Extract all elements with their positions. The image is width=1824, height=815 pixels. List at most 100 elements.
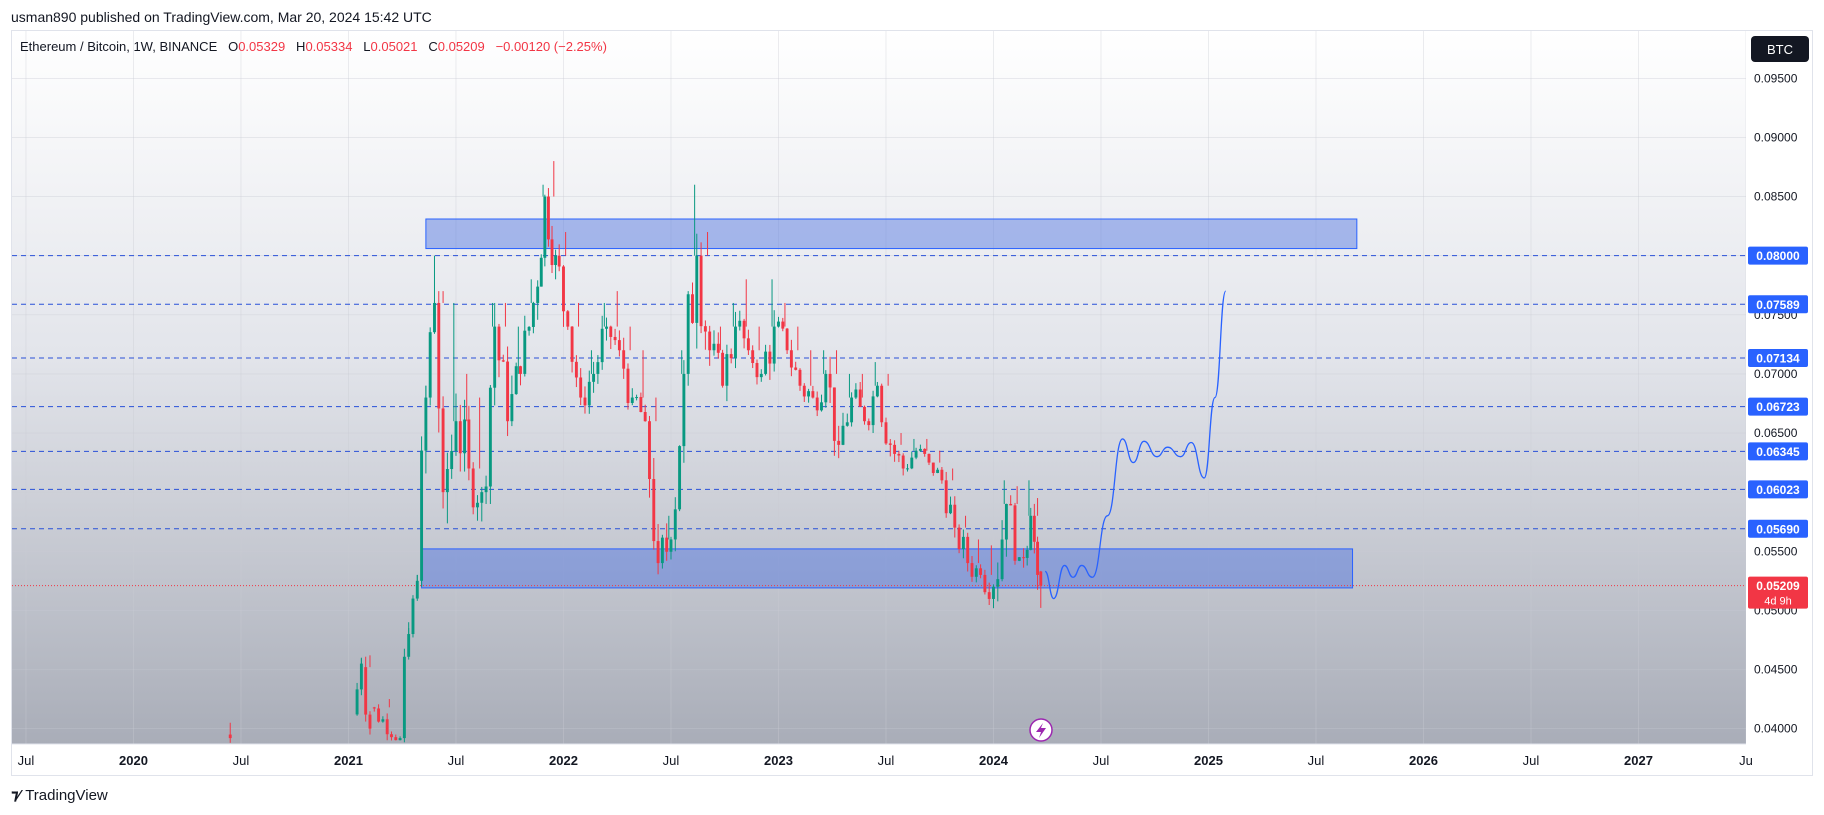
currency-button[interactable]: BTC — [1751, 36, 1809, 62]
level-labels: 0.08000 0.07589 0.07134 0.06723 0.06345 0.060… — [1748, 246, 1808, 609]
candle — [497, 326, 501, 361]
time-tick-label: Ju — [1739, 753, 1753, 768]
candle — [519, 366, 522, 374]
candle — [880, 385, 884, 423]
candle — [605, 326, 608, 329]
candle — [742, 320, 746, 339]
candle — [845, 422, 849, 426]
candle — [562, 266, 565, 312]
projection — [1044, 290, 1227, 600]
time-tick-label: 2027 — [1624, 753, 1653, 768]
time-tick-label: Jul — [1093, 753, 1110, 768]
candle — [630, 397, 634, 403]
candle — [1029, 515, 1033, 550]
candle — [858, 389, 862, 407]
candle — [566, 311, 570, 327]
candle — [377, 708, 381, 722]
candle — [811, 391, 815, 398]
chart-frame — [11, 30, 1813, 776]
candle — [390, 734, 393, 738]
candle — [433, 302, 436, 333]
candle — [480, 492, 484, 503]
last-price-label: 0.05209 — [1756, 579, 1800, 593]
lightning-icon[interactable] — [1029, 718, 1053, 742]
candle — [510, 394, 514, 422]
candle — [669, 539, 673, 552]
candle — [678, 446, 682, 510]
candle — [772, 326, 776, 364]
level-label-bg — [1748, 397, 1808, 416]
candle — [966, 536, 970, 564]
candle — [764, 351, 768, 374]
level-label: 0.06345 — [1756, 445, 1800, 459]
candle — [458, 421, 462, 454]
projection-path — [1044, 290, 1227, 600]
candle — [893, 444, 897, 454]
price-tick-label: 0.07000 — [1754, 367, 1798, 381]
candle — [906, 468, 909, 470]
candle — [1009, 503, 1013, 506]
candle — [579, 377, 583, 398]
time-tick-label: Jul — [18, 753, 35, 768]
legend-change: −0.00120 (−2.25%) — [495, 39, 607, 54]
candle — [445, 469, 449, 493]
candle — [875, 385, 879, 397]
candle — [1025, 549, 1029, 558]
time-tick-label: Jul — [1308, 753, 1325, 768]
price-tick-label: 0.09500 — [1754, 71, 1798, 85]
candle — [424, 397, 428, 451]
candle — [781, 321, 785, 329]
candle — [454, 421, 458, 451]
legend-low-label: L — [363, 39, 371, 54]
candle — [411, 598, 415, 635]
candle — [639, 397, 643, 413]
candle — [493, 326, 497, 388]
candle — [725, 354, 729, 386]
candle — [398, 738, 402, 741]
candle — [901, 455, 905, 469]
legend-open-label: O — [228, 39, 239, 54]
candle — [527, 326, 531, 331]
candle — [471, 468, 475, 508]
candle — [970, 563, 974, 577]
candle — [617, 340, 621, 351]
candle — [992, 586, 995, 599]
tradingview-logo-icon: ⁊⁄ — [11, 787, 20, 804]
candle — [940, 469, 944, 481]
candle — [686, 294, 690, 374]
candle — [543, 196, 547, 258]
candle — [484, 486, 488, 493]
candle — [996, 579, 1000, 587]
level-label: 0.07134 — [1756, 352, 1800, 366]
grid — [12, 31, 1747, 744]
candle — [777, 321, 780, 327]
time-axis: Jul 2020 Jul 2021 Jul 2022 Jul 2023 Jul 2024 Jul 20… — [18, 753, 1753, 768]
chart-legend: Ethereum / Bitcoin, 1W, BINANCE O0.05329… — [20, 39, 607, 54]
candle — [699, 255, 703, 327]
candle — [910, 457, 914, 469]
footer-brand-text: TradingView — [25, 786, 108, 804]
candle — [768, 351, 772, 364]
legend-high-label: H — [296, 39, 306, 54]
candle — [854, 389, 858, 398]
candle — [420, 450, 424, 581]
candle — [622, 350, 626, 369]
candle — [712, 343, 716, 351]
legend-close-label: C — [428, 39, 438, 54]
candle — [550, 239, 554, 266]
candle — [531, 302, 535, 327]
candle — [415, 580, 419, 599]
publisher-line: usman890 published on TradingView.com, M… — [11, 9, 432, 25]
candle — [1004, 503, 1008, 540]
candle — [691, 294, 694, 323]
candle — [514, 366, 518, 395]
candle — [820, 402, 823, 411]
candle — [228, 734, 232, 739]
level-lines — [12, 255, 1746, 587]
bar-countdown-label: 4d 9h — [1764, 596, 1792, 608]
price-tick-label: 0.05500 — [1754, 544, 1798, 558]
candle — [987, 592, 991, 599]
time-tick-label: Jul — [663, 753, 680, 768]
candle — [539, 257, 543, 287]
